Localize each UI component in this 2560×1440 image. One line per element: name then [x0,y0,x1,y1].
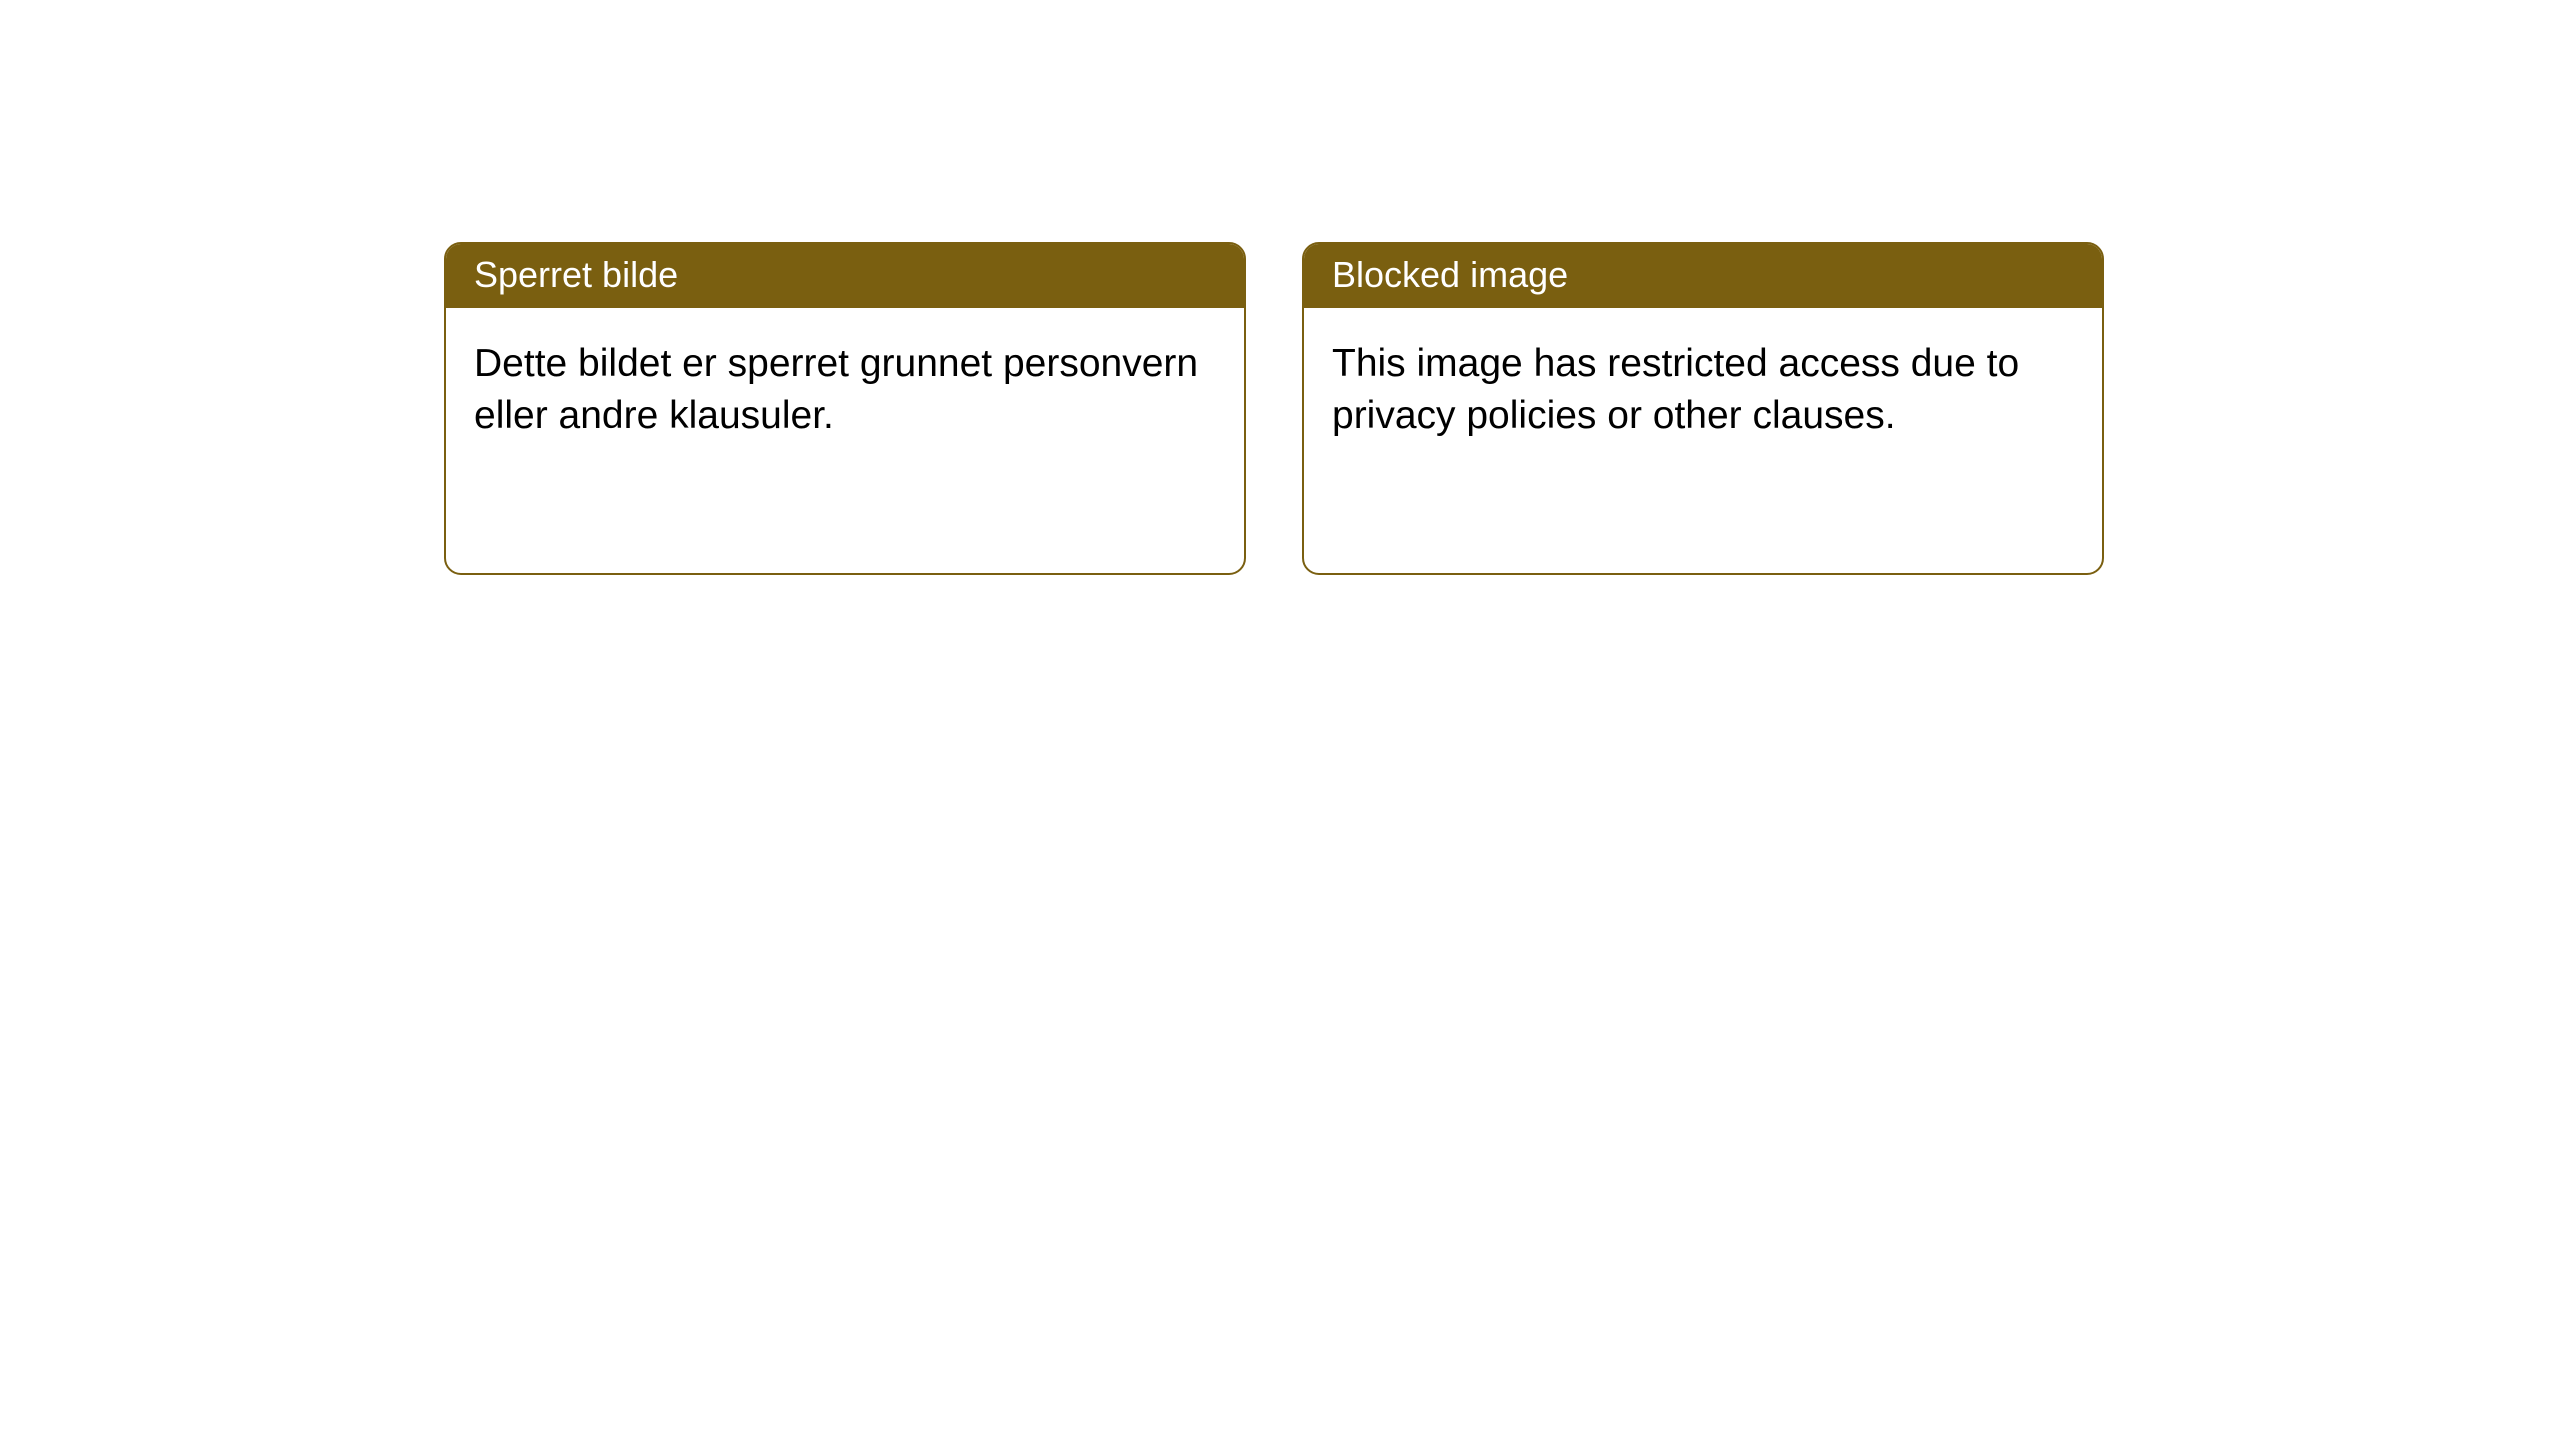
notice-container: Sperret bilde Dette bildet er sperret gr… [0,0,2560,575]
notice-header-norwegian: Sperret bilde [446,244,1244,308]
notice-body-english: This image has restricted access due to … [1304,308,2102,472]
notice-box-norwegian: Sperret bilde Dette bildet er sperret gr… [444,242,1246,575]
notice-box-english: Blocked image This image has restricted … [1302,242,2104,575]
notice-body-norwegian: Dette bildet er sperret grunnet personve… [446,308,1244,472]
notice-header-english: Blocked image [1304,244,2102,308]
